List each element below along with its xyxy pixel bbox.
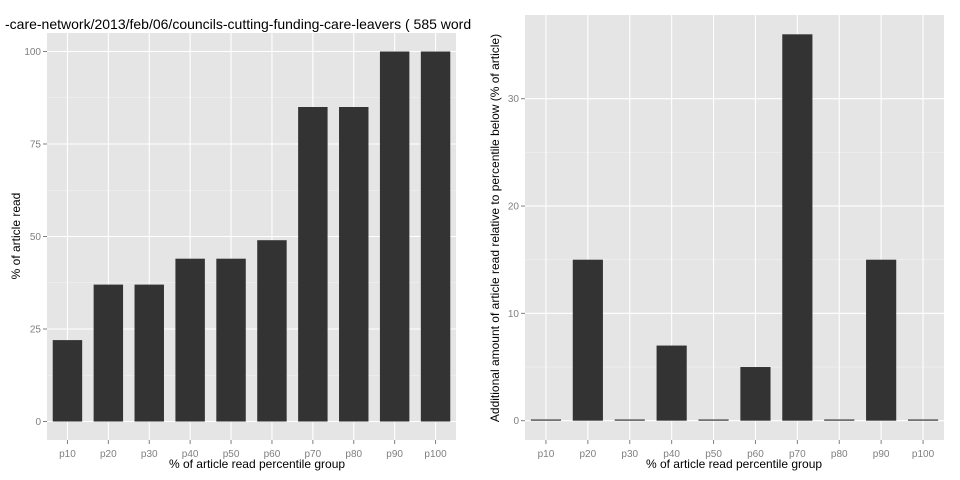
y-tick-label: 30 [508,94,520,105]
y-axis-ticks: 0 25 50 75 100 [24,47,47,428]
x-tick-label: p50 [705,449,722,460]
bar-p50 [698,419,729,421]
x-tick-label: p20 [580,449,597,460]
bar-p90 [866,259,897,421]
x-tick-label: p70 [789,449,806,460]
bar-p60 [257,240,287,422]
bar-p40 [656,345,687,421]
y-axis-title: Additional amount of article read relati… [488,34,502,422]
y-tick-label: 50 [30,232,42,243]
bar-p10 [52,340,83,422]
bar-p40 [175,258,205,422]
x-tick-label: p20 [100,449,117,460]
bar-p30 [134,284,164,422]
bar-p100 [420,51,451,422]
x-axis-title: % of article read percentile group [646,457,822,471]
x-axis-title: % of article read percentile group [169,457,345,471]
x-tick-label: p30 [621,449,638,460]
bar-p30 [614,419,645,421]
x-axis-ticks: p10 p20 p30 p40 p50 p60 p70 p80 p90 p100 [538,440,935,460]
x-tick-label: p30 [141,449,158,460]
y-tick-label: 0 [35,417,41,428]
x-tick-label: p70 [305,449,322,460]
x-tick-label: p90 [873,449,890,460]
bar-p20 [572,259,603,421]
bar-p20 [93,284,124,422]
x-tick-label: p80 [345,449,362,460]
bar-p70 [298,107,328,422]
x-tick-label: p40 [663,449,680,460]
bar-p100 [907,419,939,421]
x-tick-label: p80 [831,449,848,460]
bar-p80 [339,107,369,422]
bar-p90 [379,51,410,422]
y-axis-ticks: 0 10 20 30 [508,94,525,427]
bars [52,51,451,422]
bar-p50 [216,258,246,422]
x-tick-label: p100 [912,449,935,460]
x-tick-label: p10 [59,449,76,460]
y-tick-label: 75 [30,140,42,151]
x-tick-label: p100 [424,449,447,460]
bar-p70 [782,34,813,421]
x-axis-ticks: p10 p20 p30 p40 p50 p60 p70 p80 p90 p100 [59,440,447,460]
bar-p60 [740,367,771,421]
y-tick-label: 10 [508,309,520,320]
bars [530,34,939,421]
y-tick-label: 25 [30,325,42,336]
x-tick-label: p50 [223,449,240,460]
y-axis-title: % of article read [9,193,23,280]
y-tick-label: 0 [513,416,519,427]
y-tick-label: 100 [24,47,41,58]
x-tick-label: p60 [264,449,281,460]
x-tick-label: p90 [386,449,403,460]
y-tick-label: 20 [508,202,520,213]
x-tick-label: p60 [747,449,764,460]
chart-title: -care-network/2013/feb/06/councils-cutti… [5,16,471,32]
bar-p80 [824,419,855,421]
x-tick-label: p40 [182,449,199,460]
bar-p10 [530,419,562,421]
x-tick-label: p10 [538,449,555,460]
